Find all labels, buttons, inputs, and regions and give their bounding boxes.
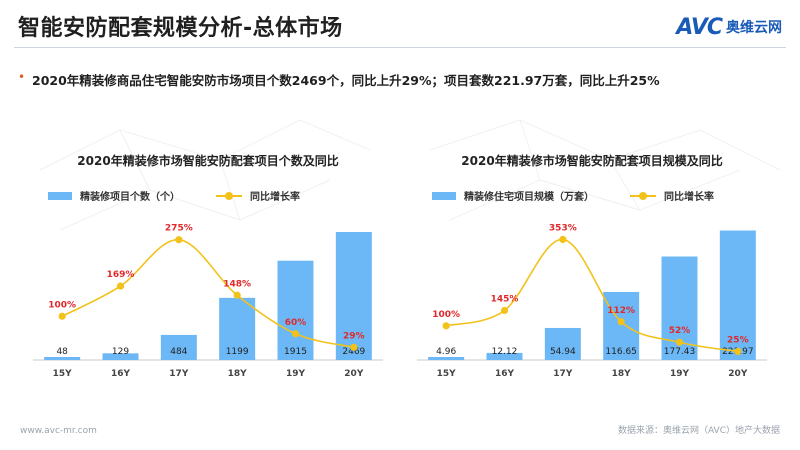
bar-value-label: 4.96 <box>436 347 456 357</box>
bar <box>603 291 640 360</box>
bar <box>335 231 372 360</box>
bar <box>160 334 197 360</box>
growth-rate-point <box>116 282 125 290</box>
background-network-decoration <box>39 119 781 231</box>
chart-title: 2020年精装修市场智能安防配套项目个数及同比 <box>77 154 339 168</box>
logo-cn-text: 奥维云网 <box>726 20 782 36</box>
bar <box>428 357 465 360</box>
x-tick-label: 18Y <box>228 369 248 379</box>
growth-rate-point <box>291 330 300 338</box>
bar-value-label: 484 <box>170 347 187 357</box>
growth-rate-point <box>675 338 684 346</box>
growth-rate-label: 275% <box>165 224 193 234</box>
growth-rate-label: 169% <box>107 270 135 280</box>
growth-rate-point <box>500 306 509 315</box>
growth-rate-label: 52% <box>669 326 691 336</box>
growth-rate-label: 25% <box>727 335 749 345</box>
chart-project-count: 2020年精装修市场智能安防配套项目个数及同比 精装修项目个数（个） 同比增长率… <box>18 140 398 390</box>
growth-rate-label: 148% <box>223 279 251 289</box>
footer-source: 数据来源：奥维云网（AVC）地产大数据 <box>617 426 780 436</box>
bar-value-label: 48 <box>56 347 68 357</box>
x-tick-label: 20Y <box>728 369 748 379</box>
x-tick-label: 19Y <box>286 369 306 379</box>
chart-legend: 精装修项目个数（个） 同比增长率 <box>48 188 398 203</box>
growth-rate-point <box>617 318 625 326</box>
chart-plot-area: 4.96 15Y 12.12 16Y 54.94 17Y 116.65 18Y 177.43 19… <box>417 223 767 379</box>
bar-value-label: 1199 <box>226 347 249 357</box>
footer-url: www.avc-mr.com <box>20 426 97 436</box>
growth-rate-label: 353% <box>549 223 577 233</box>
growth-rate-point <box>734 347 742 356</box>
legend-item-bars: 精装修项目个数（个） <box>48 188 180 203</box>
x-tick-label: 20Y <box>344 369 364 379</box>
legend-bar-swatch <box>48 191 72 200</box>
chart-project-scale: 2020年精装修市场智能安防配套项目规模及同比 精装修住宅项目规模（万套） 同比… <box>402 140 782 390</box>
bar-value-label: 2469 <box>342 347 365 357</box>
legend-bar-label: 精装修住宅项目规模（万套） <box>464 192 594 203</box>
legend-item-line: 同比增长率 <box>630 188 714 203</box>
growth-rate-point <box>58 312 66 320</box>
bullet-icon: • <box>18 70 26 84</box>
growth-rate-point <box>233 291 241 299</box>
x-tick-label: 15Y <box>53 369 73 379</box>
bar-value-label: 129 <box>112 347 129 357</box>
growth-rate-label: 112% <box>607 306 635 316</box>
bar <box>219 297 256 360</box>
growth-rate-point <box>559 235 567 244</box>
bar <box>277 260 314 360</box>
bar-value-label: 1915 <box>284 347 307 357</box>
x-tick-label: 16Y <box>495 369 515 379</box>
legend-line-swatch <box>630 191 656 200</box>
header-divider <box>14 47 786 48</box>
chart-plot-area: 48 15Y 129 16Y 484 17Y 1199 18Y 1915 19Y 2469 20Y 10… <box>33 224 383 379</box>
growth-rate-point <box>350 343 358 351</box>
growth-rate-point <box>175 236 183 244</box>
legend-bar-label: 精装修项目个数（个） <box>80 192 180 203</box>
legend-line-swatch <box>216 191 242 200</box>
growth-rate-label: 29% <box>343 331 365 341</box>
bar <box>544 327 581 360</box>
legend-item-line: 同比增长率 <box>216 188 300 203</box>
growth-rate-label: 145% <box>491 294 519 304</box>
legend-line-label: 同比增长率 <box>664 192 714 203</box>
growth-rate-label: 60% <box>285 318 307 328</box>
bar-value-label: 177.43 <box>664 347 696 357</box>
x-tick-label: 16Y <box>111 369 131 379</box>
bar-value-label: 116.65 <box>605 347 637 357</box>
legend-item-bars: 精装修住宅项目规模（万套） <box>432 188 594 203</box>
brand-logo: AVC 奥维云网 <box>676 14 782 40</box>
x-tick-label: 15Y <box>437 369 457 379</box>
legend-line-label: 同比增长率 <box>250 192 300 203</box>
bar-value-label: 54.94 <box>550 347 576 357</box>
chart-legend: 精装修住宅项目规模（万套） 同比增长率 <box>432 188 782 203</box>
x-tick-label: 19Y <box>670 369 690 379</box>
bar <box>102 353 139 360</box>
bar <box>44 357 81 360</box>
x-tick-label: 17Y <box>169 369 189 379</box>
legend-bar-swatch <box>432 191 456 200</box>
x-tick-label: 18Y <box>612 369 632 379</box>
page-title: 智能安防配套规模分析-总体市场 <box>18 16 343 41</box>
growth-rate-point <box>442 322 450 330</box>
growth-rate-label: 100% <box>48 300 76 310</box>
bar <box>719 230 756 360</box>
logo-text: AVC <box>676 14 723 40</box>
summary-text: 2020年精装修商品住宅智能安防市场项目个数2469个，同比上升29%；项目套数… <box>32 73 660 88</box>
x-tick-label: 17Y <box>553 369 573 379</box>
growth-rate-label: 100% <box>432 310 460 320</box>
chart-title: 2020年精装修市场智能安防配套项目规模及同比 <box>461 154 723 168</box>
bar <box>486 352 523 360</box>
bar-value-label: 12.12 <box>492 347 518 357</box>
